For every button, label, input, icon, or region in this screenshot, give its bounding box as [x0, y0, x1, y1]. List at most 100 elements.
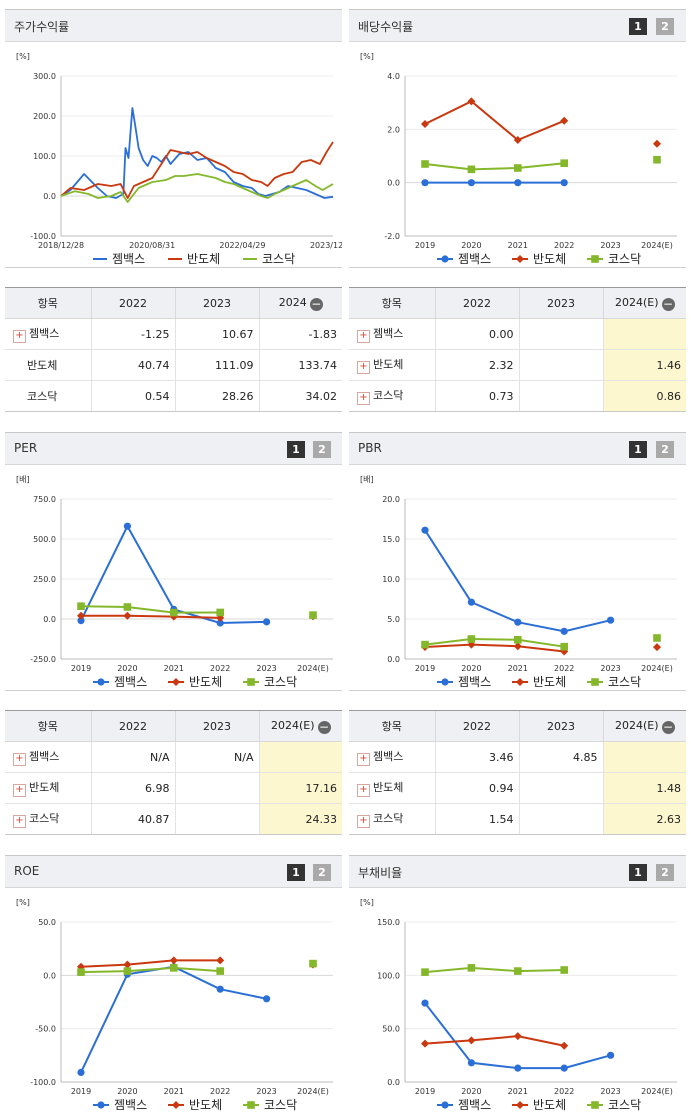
x-tick-label: 2022 — [554, 241, 574, 250]
expand-icon[interactable]: + — [13, 753, 26, 766]
expand-icon[interactable]: + — [357, 330, 370, 343]
data-point — [514, 179, 522, 187]
collapse-icon[interactable]: − — [317, 719, 331, 734]
series-line — [424, 637, 565, 648]
expand-icon[interactable]: + — [357, 784, 370, 797]
table-cell — [518, 349, 603, 381]
column-header: 항목 — [5, 710, 91, 742]
data-point — [77, 617, 85, 625]
y-tick-label: 0.0 — [387, 179, 400, 188]
y-unit-label: [배] — [16, 475, 30, 484]
table-cell — [518, 803, 603, 835]
column-header: 2024(E) − — [602, 710, 686, 742]
data-point — [216, 985, 224, 993]
table-row: + 코스닥 40.87 24.33 — [5, 803, 342, 835]
page-1-button[interactable]: 1 — [629, 18, 647, 35]
x-tick-label: 2020 — [461, 241, 481, 250]
expand-icon[interactable]: + — [357, 815, 370, 828]
table-row: 반도체 40.74 111.09 133.74 — [5, 349, 342, 381]
data-point — [123, 611, 132, 620]
page-2-button[interactable]: 2 — [656, 864, 674, 881]
expand-icon[interactable]: + — [13, 815, 26, 828]
table-cell: N/A — [174, 741, 259, 773]
x-tick-label: 2019 — [71, 1087, 91, 1096]
data-point — [421, 120, 429, 128]
expand-icon[interactable]: + — [357, 361, 370, 374]
page-2-button[interactable]: 2 — [656, 18, 674, 35]
data-point — [421, 640, 429, 649]
expand-icon[interactable]: + — [13, 784, 26, 797]
row-label-text: 코스닥 — [373, 389, 404, 402]
debt-ratio-chart: [%] 150.0 100.0 50.0 0.0 2019 2020 2021 2022 2023… — [360, 898, 677, 1112]
row-label-text: 젬백스 — [29, 750, 60, 763]
series-line — [424, 643, 565, 653]
row-label: + 젬백스 — [5, 318, 91, 350]
data-point — [77, 968, 85, 976]
table-cell: 10.67 — [174, 318, 259, 350]
data-point — [216, 956, 225, 965]
panel-divider — [349, 267, 686, 268]
x-tick-label: 2024(E) — [641, 241, 673, 250]
data-point — [560, 627, 568, 635]
y-tick-label: -50.0 — [35, 1025, 56, 1034]
y-tick-label: -250.0 — [30, 655, 56, 664]
page-1-button[interactable]: 1 — [629, 864, 647, 881]
data-point — [467, 165, 476, 174]
data-point — [421, 526, 429, 534]
x-tick-label: 2021 — [508, 1087, 528, 1096]
table-cell — [602, 318, 686, 350]
table-row: + 반도체 2.32 1.46 — [349, 349, 686, 381]
collapse-icon[interactable]: − — [309, 296, 323, 311]
table-row: + 반도체 0.94 1.48 — [349, 772, 686, 804]
y-tick-label: 0.0 — [387, 1078, 400, 1087]
column-header-label: 2024(E) — [270, 718, 315, 732]
data-point — [421, 160, 429, 168]
per-chart: [배] 750.0 500.0 250.0 0.0 -250.0 2019 2020 2021 2… — [16, 475, 333, 689]
column-header: 2022 — [434, 287, 519, 319]
series-line — [80, 966, 221, 974]
expand-icon[interactable]: + — [357, 392, 370, 405]
expand-icon[interactable]: + — [13, 330, 26, 343]
row-label: + 젬백스 — [5, 741, 91, 773]
table-cell — [174, 772, 259, 804]
y-tick-label: 250.0 — [33, 575, 56, 584]
dividend-yield-chart: [%] 4.0 2.0 0.0 -2.0 2019 2020 2021 2022 2023 2024… — [360, 52, 677, 266]
y-tick-label: 15.0 — [382, 535, 400, 544]
pbr-chart: [배] 20.0 15.0 10.0 5.0 0.0 2019 2020 2021 2022 202… — [360, 475, 677, 689]
series-line — [80, 605, 221, 614]
data-point — [516, 255, 524, 263]
data-point — [514, 967, 522, 975]
page-1-button[interactable]: 1 — [287, 864, 305, 881]
expand-icon[interactable]: + — [357, 753, 370, 766]
x-tick-label: 2021 — [164, 1087, 184, 1096]
y-tick-label: -2.0 — [384, 232, 400, 241]
data-point — [467, 1059, 475, 1067]
row-label: + 젬백스 — [349, 741, 435, 773]
data-point — [123, 603, 132, 611]
page-2-button[interactable]: 2 — [313, 864, 331, 881]
data-point — [560, 642, 568, 651]
collapse-icon[interactable]: − — [661, 296, 675, 311]
y-tick-label: 50.0 — [38, 918, 56, 927]
row-label-text: 젬백스 — [373, 327, 404, 340]
x-tick-label: 2020 — [117, 664, 137, 673]
page-1-button[interactable]: 1 — [287, 441, 305, 458]
table-cell: 0.73 — [434, 380, 519, 412]
x-tick-label: 2023 — [600, 241, 620, 250]
page-2-button[interactable]: 2 — [313, 441, 331, 458]
x-tick-label: 2021 — [508, 664, 528, 673]
page-2-button[interactable]: 2 — [656, 441, 674, 458]
page-1-button[interactable]: 1 — [629, 441, 647, 458]
table-cell — [518, 318, 603, 350]
column-header: 2022 — [90, 287, 175, 319]
data-point — [97, 678, 105, 686]
data-point — [607, 1051, 615, 1059]
roe-panel: ROE 1 2 [%] 50.0 0.0 -50.0 -100.0 2019 2020 202… — [5, 855, 342, 1115]
collapse-icon[interactable]: − — [661, 719, 675, 734]
table-row: + 젬백스 3.46 4.85 — [349, 741, 686, 773]
y-tick-label: 100.0 — [33, 152, 56, 161]
series-line — [424, 162, 565, 171]
data-point — [421, 999, 429, 1007]
data-point — [170, 964, 178, 972]
debt-ratio-panel: 부채비율 1 2 [%] 150.0 100.0 50.0 0.0 2019 2020 202… — [349, 855, 686, 1115]
